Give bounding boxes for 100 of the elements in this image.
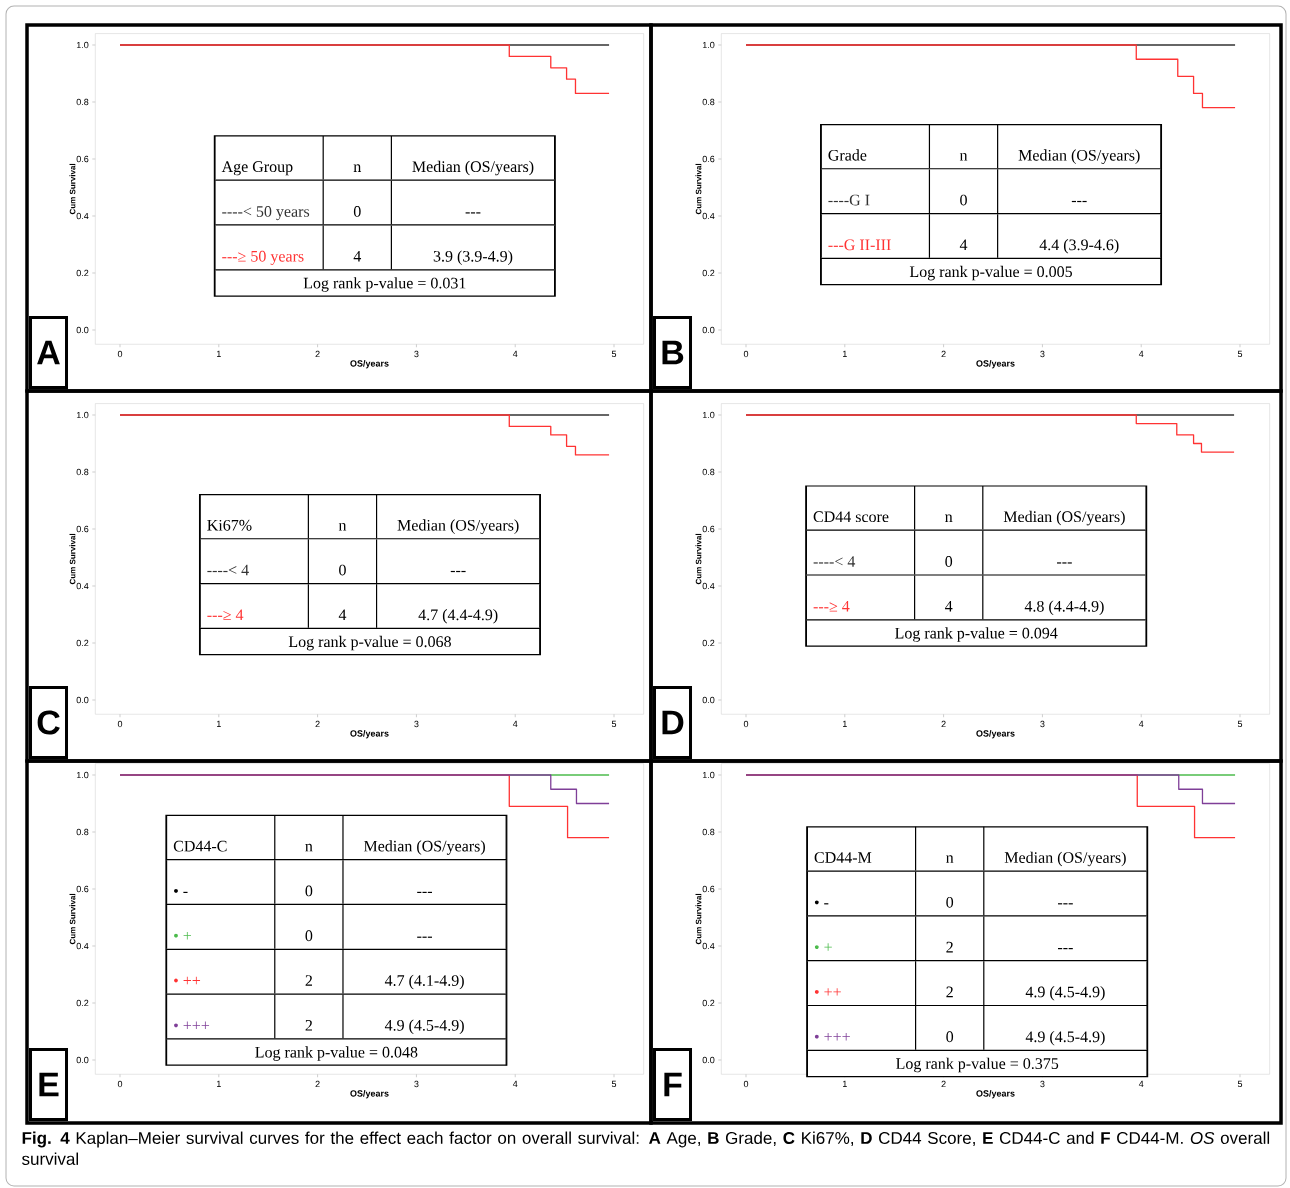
x-tick-label: 3	[414, 1080, 419, 1088]
x-tick-label: 2	[941, 1080, 946, 1088]
annotation: 3.9 (3.9-4.9)	[433, 250, 513, 265]
x-tick-label: 2	[941, 720, 946, 728]
annotation: • +	[814, 943, 832, 951]
text: F	[664, 1072, 682, 1097]
y-tick-label: 0.6	[702, 525, 715, 533]
text: E	[39, 1072, 59, 1097]
annotation: Log rank p-value = 0.068	[288, 635, 451, 651]
annotation: ---	[1058, 903, 1073, 905]
annotation: 4	[353, 250, 362, 262]
y-axis-title: Cum Survival	[695, 533, 702, 585]
y-tick-label: 1.0	[702, 411, 715, 419]
annotation: 0	[946, 1031, 954, 1043]
y-tick-label: 0.8	[76, 468, 89, 476]
y-tick-label: 0.2	[76, 639, 89, 647]
x-tick-label: 5	[1237, 1080, 1243, 1088]
annotation: Ki67%	[207, 519, 252, 531]
x-axis-title: OS/years	[350, 1090, 389, 1099]
annotation: • ++	[814, 988, 841, 996]
annotation: ---G II-III	[828, 239, 891, 251]
x-tick-label: 3	[414, 720, 419, 728]
annotation: • -	[814, 900, 829, 905]
annotation: 0	[945, 556, 953, 567]
y-tick-label: 0.8	[76, 98, 89, 106]
annotation: 2	[305, 975, 312, 986]
x-tick-label: 1	[843, 720, 847, 727]
annotation: Log rank p-value = 0.094	[895, 627, 1058, 642]
annotation: CD44-C	[173, 840, 227, 852]
y-tick-label: 0.0	[76, 1056, 89, 1064]
x-tick-label: 0	[117, 1080, 123, 1088]
annotation: Median (OS/years)	[1018, 149, 1140, 164]
text: B	[662, 340, 684, 365]
annotation: ---	[450, 570, 466, 573]
y-tick-label: 0.6	[702, 155, 715, 163]
annotation: n	[305, 843, 313, 852]
x-axis-title: OS/years	[976, 1090, 1015, 1099]
annotation: ----< 4	[813, 556, 856, 567]
x-tick-label: 3	[414, 350, 419, 358]
annotation: Median (OS/years)	[397, 519, 519, 534]
annotation: 4.4 (3.9-4.6)	[1039, 238, 1119, 254]
x-tick-label: 4	[1138, 350, 1144, 357]
x-tick-label: 1	[843, 350, 847, 357]
y-tick-label: 0.0	[76, 326, 89, 334]
annotation: 4.7 (4.4-4.9)	[418, 608, 498, 624]
y-tick-label: 0.4	[76, 942, 89, 950]
annotation: ---≥ 50 years	[222, 250, 304, 265]
x-tick-label: 0	[117, 350, 123, 358]
x-tick-label: 5	[1237, 350, 1243, 358]
y-tick-label: 0.8	[702, 828, 715, 836]
y-axis-title: Cum Survival	[69, 163, 76, 215]
annotation: ---≥ 4	[813, 601, 850, 612]
y-tick-label: 0.0	[702, 326, 715, 334]
annotation: Log rank p-value = 0.031	[303, 277, 466, 292]
annotation: 4.9 (4.5-4.9)	[1025, 986, 1105, 1001]
annotation: 4.9 (4.5-4.9)	[384, 1019, 464, 1034]
x-tick-label: 4	[512, 1080, 518, 1087]
y-tick-label: 0.0	[702, 696, 715, 704]
annotation: ---	[465, 212, 481, 214]
annotation: ---≥ 4	[207, 609, 244, 621]
annotation: Log rank p-value = 0.048	[255, 1046, 418, 1061]
x-tick-label: 5	[611, 720, 617, 728]
x-tick-label: 1	[217, 1080, 221, 1087]
annotation: 2	[946, 986, 953, 998]
annotation: ----< 4	[207, 564, 249, 576]
x-tick-label: 0	[743, 720, 749, 728]
y-tick-label: 0.6	[76, 155, 89, 163]
y-tick-label: 0.2	[702, 639, 715, 647]
annotation: Median (OS/years)	[1004, 851, 1126, 867]
x-tick-label: 0	[743, 350, 749, 358]
annotation: 4	[338, 609, 347, 621]
annotation: Median (OS/years)	[412, 160, 534, 176]
y-tick-label: 0.6	[702, 885, 715, 893]
y-tick-label: 0.6	[76, 885, 89, 893]
y-axis-title: Cum Survival	[695, 163, 702, 215]
annotation: Log rank p-value = 0.375	[896, 1057, 1059, 1073]
annotation: CD44-M	[814, 852, 872, 863]
annotation: Grade	[828, 149, 867, 161]
y-tick-label: 0.2	[76, 999, 89, 1007]
y-tick-label: 0.8	[76, 828, 89, 836]
text: D	[662, 710, 684, 735]
y-tick-label: 0.2	[76, 269, 89, 277]
x-tick-label: 4	[1138, 720, 1144, 727]
x-tick-label: 2	[315, 720, 320, 728]
x-tick-label: 2	[315, 1080, 320, 1088]
y-tick-label: 1.0	[702, 41, 715, 49]
annotation: Log rank p-value = 0.005	[909, 265, 1072, 281]
y-tick-label: 0.4	[76, 582, 89, 590]
x-tick-label: 5	[611, 350, 617, 358]
annotation: 2	[305, 1020, 312, 1031]
annotation: ----G I	[828, 194, 870, 206]
annotation: 4.8 (4.4-4.9)	[1024, 600, 1104, 615]
x-tick-label: 4	[512, 720, 518, 727]
x-axis-title: OS/years	[350, 730, 389, 739]
annotation: • +++	[174, 1021, 210, 1030]
annotation: n	[338, 522, 347, 531]
annotation: 0	[946, 896, 954, 908]
annotation: 4.7 (4.1-4.9)	[384, 974, 464, 990]
x-axis-title: OS/years	[350, 360, 389, 369]
annotation: 4	[945, 601, 953, 612]
